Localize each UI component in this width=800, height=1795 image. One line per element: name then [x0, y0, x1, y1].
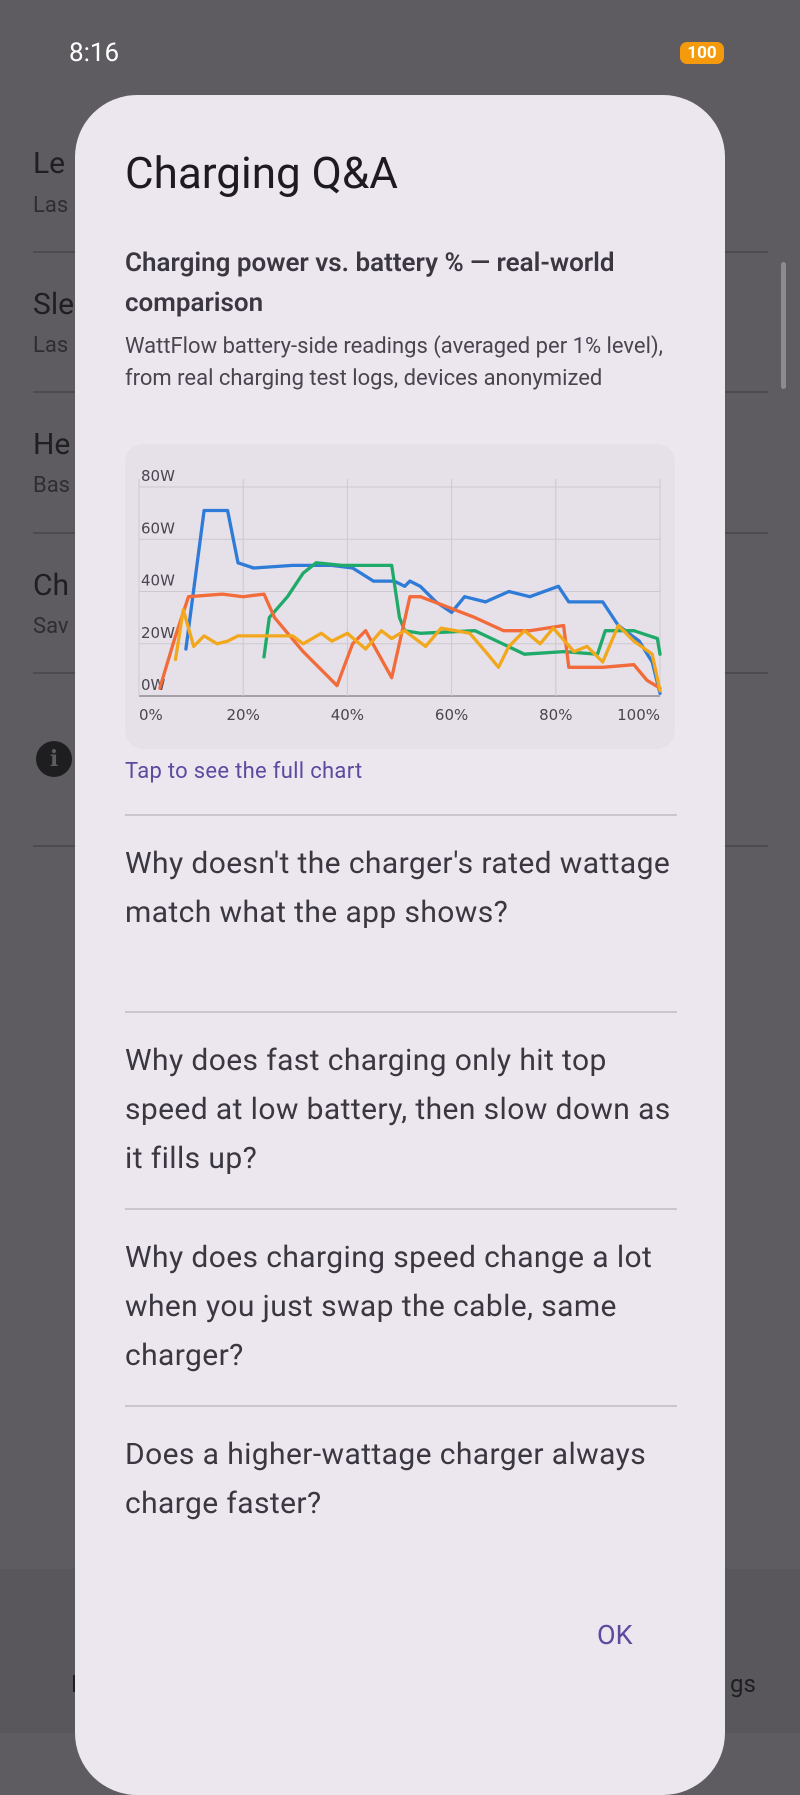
bg-item-title: Ch: [33, 568, 70, 603]
y-tick-label: 20W: [141, 624, 175, 642]
dialog-title: Charging Q&A: [125, 147, 398, 199]
y-tick-label: 80W: [141, 467, 175, 485]
bg-item-title: He: [33, 427, 71, 462]
chart-background: [125, 444, 675, 749]
bg-item-title: Le: [33, 146, 66, 181]
divider: [125, 1208, 677, 1210]
divider: [125, 1405, 677, 1407]
bg-item-subtitle: Sav: [33, 614, 69, 639]
chart-title: Charging power vs. battery % — real-worl…: [125, 248, 615, 318]
divider: [125, 814, 677, 816]
x-tick-label: 0%: [139, 706, 163, 724]
screen: {"status_bar": {"time": "8:16", "battery…: [33, 38, 786, 1795]
x-tick-label: 80%: [539, 706, 572, 724]
nav-label: gs: [730, 1670, 756, 1698]
x-tick-label: 40%: [331, 706, 364, 724]
question[interactable]: Why doesn't the charger's rated wattage …: [125, 846, 671, 930]
chart-subtitle: WattFlow battery-side readings (averaged…: [125, 334, 663, 391]
x-tick-label: 20%: [227, 706, 260, 724]
bg-item-subtitle: Las: [33, 193, 69, 218]
x-tick-label: 60%: [435, 706, 468, 724]
full-chart-link[interactable]: Tap to see the full chart: [125, 759, 363, 784]
divider: [125, 1011, 677, 1013]
x-tick-label: 100%: [617, 706, 660, 724]
status-time: 8:16: [69, 38, 120, 68]
question[interactable]: Why does charging speed change a lot whe…: [125, 1240, 653, 1373]
bg-item-subtitle: Bas: [33, 473, 71, 498]
y-tick-label: 60W: [141, 519, 175, 537]
scrollbar: [781, 262, 786, 389]
dialog: Charging Q&A Charging power vs. battery …: [75, 95, 725, 1795]
series-line: [262, 561, 662, 659]
info-icon: i: [36, 741, 72, 777]
question[interactable]: Why does fast charging only hit top spee…: [125, 1043, 671, 1176]
question[interactable]: Does a higher-wattage charger always cha…: [125, 1437, 647, 1521]
series-line: [184, 508, 662, 696]
series-line: [158, 592, 662, 690]
bg-item-subtitle: Las: [33, 333, 69, 358]
ok-button[interactable]: OK: [597, 1619, 633, 1651]
bg-item-title: Sle: [33, 287, 75, 322]
series-line: [173, 608, 662, 693]
battery-badge: 100: [680, 42, 724, 64]
y-tick-label: 40W: [141, 572, 175, 590]
